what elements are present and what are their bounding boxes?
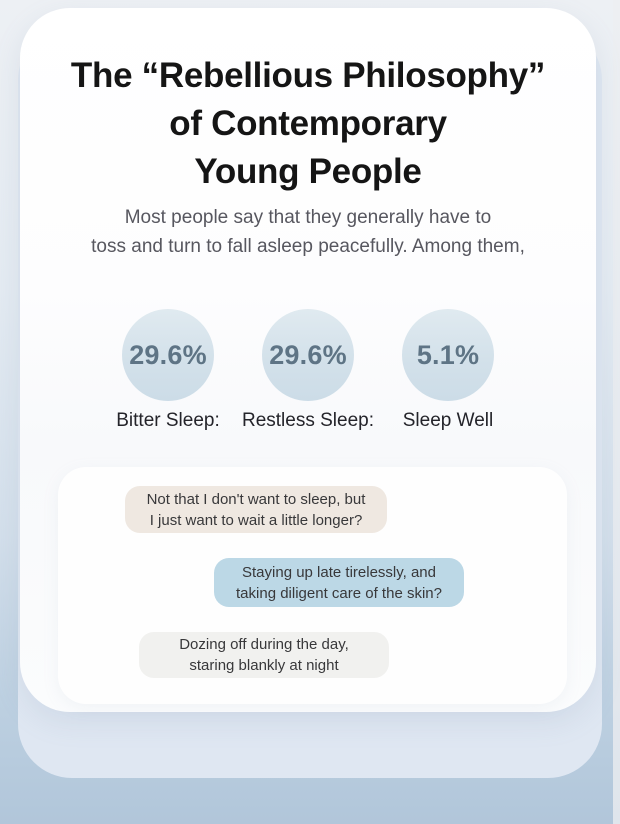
stat-sleep-well: 5.1% Sleep Well [378,309,518,432]
stat-label: Bitter Sleep: [116,410,220,431]
quote-line: staring blankly at night [189,657,339,674]
subtitle-line-2: toss and turn to fall asleep peacefully.… [91,236,525,257]
stat-value: 29.6% [129,339,207,370]
title-line-3: Young People [194,152,422,191]
stats-row: 29.6% Bitter Sleep: 29.6% Restless Sleep… [20,309,596,432]
stat-value: 29.6% [269,339,347,370]
stat-circle-bitter-sleep: 29.6% [122,309,214,401]
title-line-1: The “Rebellious Philosophy” [70,56,546,95]
stat-label: Restless Sleep: [241,410,374,431]
quote-line: taking diligent care of the skin? [236,584,442,602]
subtitle-line-1: Most people say that they generally have… [124,207,492,228]
stat-value: 5.1% [416,339,480,370]
stat-label: Sleep Well [402,410,494,431]
quote-line: I just want to wait a little longer? [149,511,363,529]
quote-bubble-3: Dozing off during the day, staring blank… [139,632,389,678]
subtitle: Most people say that they generally have… [20,203,596,261]
stat-circle-sleep-well: 5.1% [402,309,494,401]
page-title: The “Rebellious Philosophy” of Contempor… [20,52,596,196]
quote-bubble-2: Staying up late tirelessly, and taking d… [214,558,464,607]
stat-bitter-sleep: 29.6% Bitter Sleep: [98,309,238,432]
quote-line: Staying up late tirelessly, and [242,563,436,581]
quote-line: Not that I don't want to sleep, but [146,490,366,508]
stat-circle-restless-sleep: 29.6% [262,309,354,401]
stat-restless-sleep: 29.6% Restless Sleep: [238,309,378,432]
quote-line: Dozing off during the day, [179,636,349,653]
quote-bubble-1: Not that I don't want to sleep, but I ju… [125,486,387,533]
title-line-2: of Contemporary [169,104,447,143]
page-right-edge [613,0,620,824]
